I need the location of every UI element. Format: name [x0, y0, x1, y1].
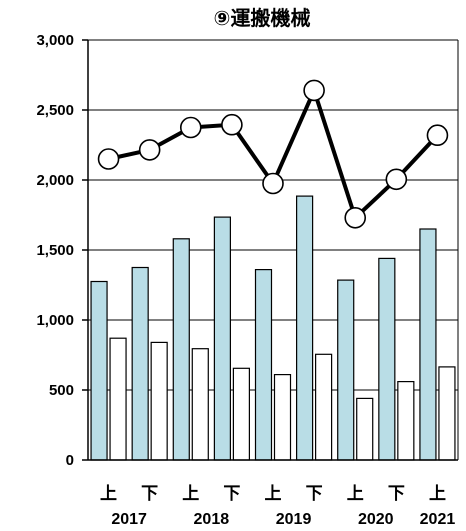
bar: [438, 366, 456, 461]
bar: [273, 374, 292, 461]
line-layer: [97, 79, 449, 229]
bar: [254, 269, 273, 461]
x-year-label: 2018: [194, 511, 230, 528]
line-point: [303, 79, 325, 102]
y-tick-label: 500: [49, 382, 74, 399]
line-point: [97, 148, 120, 170]
bar: [232, 367, 250, 461]
chart-title: ⑨運搬機械: [214, 6, 311, 30]
y-tick-label: 1,500: [36, 242, 74, 259]
bar: [378, 257, 396, 461]
line-point: [262, 172, 284, 195]
x-category-label: 上: [347, 484, 364, 504]
x-year-label: 2021: [420, 511, 456, 528]
line-point: [385, 168, 408, 191]
bar: [337, 279, 355, 461]
bar: [397, 381, 415, 461]
x-category-label: 上: [100, 484, 117, 504]
x-category-label: 下: [306, 484, 323, 504]
bar: [109, 337, 127, 461]
x-year-label: 2017: [111, 511, 147, 528]
x-year-label: 2020: [358, 511, 394, 528]
axis-layer: [82, 39, 459, 461]
x-category-label: 下: [223, 484, 240, 504]
bar: [90, 280, 108, 461]
y-tick-label: 3,000: [36, 32, 74, 49]
bar: [131, 266, 149, 461]
bar: [213, 216, 231, 461]
bar-layer: [90, 195, 456, 461]
x-category-label: 下: [388, 484, 405, 504]
bar: [419, 228, 437, 461]
line-point: [344, 207, 367, 229]
line-point: [179, 116, 202, 139]
line-point: [138, 139, 161, 161]
bar: [315, 353, 333, 461]
y-tick-label: 0: [66, 452, 74, 469]
y-tick-label: 2,500: [36, 102, 74, 119]
label-layer: 0 500 1,000 1,500 2,000 2,500 3,000 上 下 上 下 上 下 上 下 上 20…: [36, 32, 455, 528]
y-tick-label: 1,000: [36, 312, 74, 329]
bar: [191, 348, 209, 461]
bar: [356, 397, 374, 461]
x-category-label: 下: [141, 484, 158, 504]
x-category-label: 上: [429, 484, 446, 504]
bar: [150, 341, 168, 461]
line-point: [221, 113, 243, 136]
bar: [172, 238, 190, 461]
x-category-label: 上: [265, 484, 282, 504]
line-point: [426, 124, 449, 146]
x-year-label: 2019: [276, 511, 312, 528]
y-tick-label: 2,000: [36, 172, 74, 189]
x-category-label: 上: [182, 484, 199, 504]
bar: [296, 195, 314, 461]
